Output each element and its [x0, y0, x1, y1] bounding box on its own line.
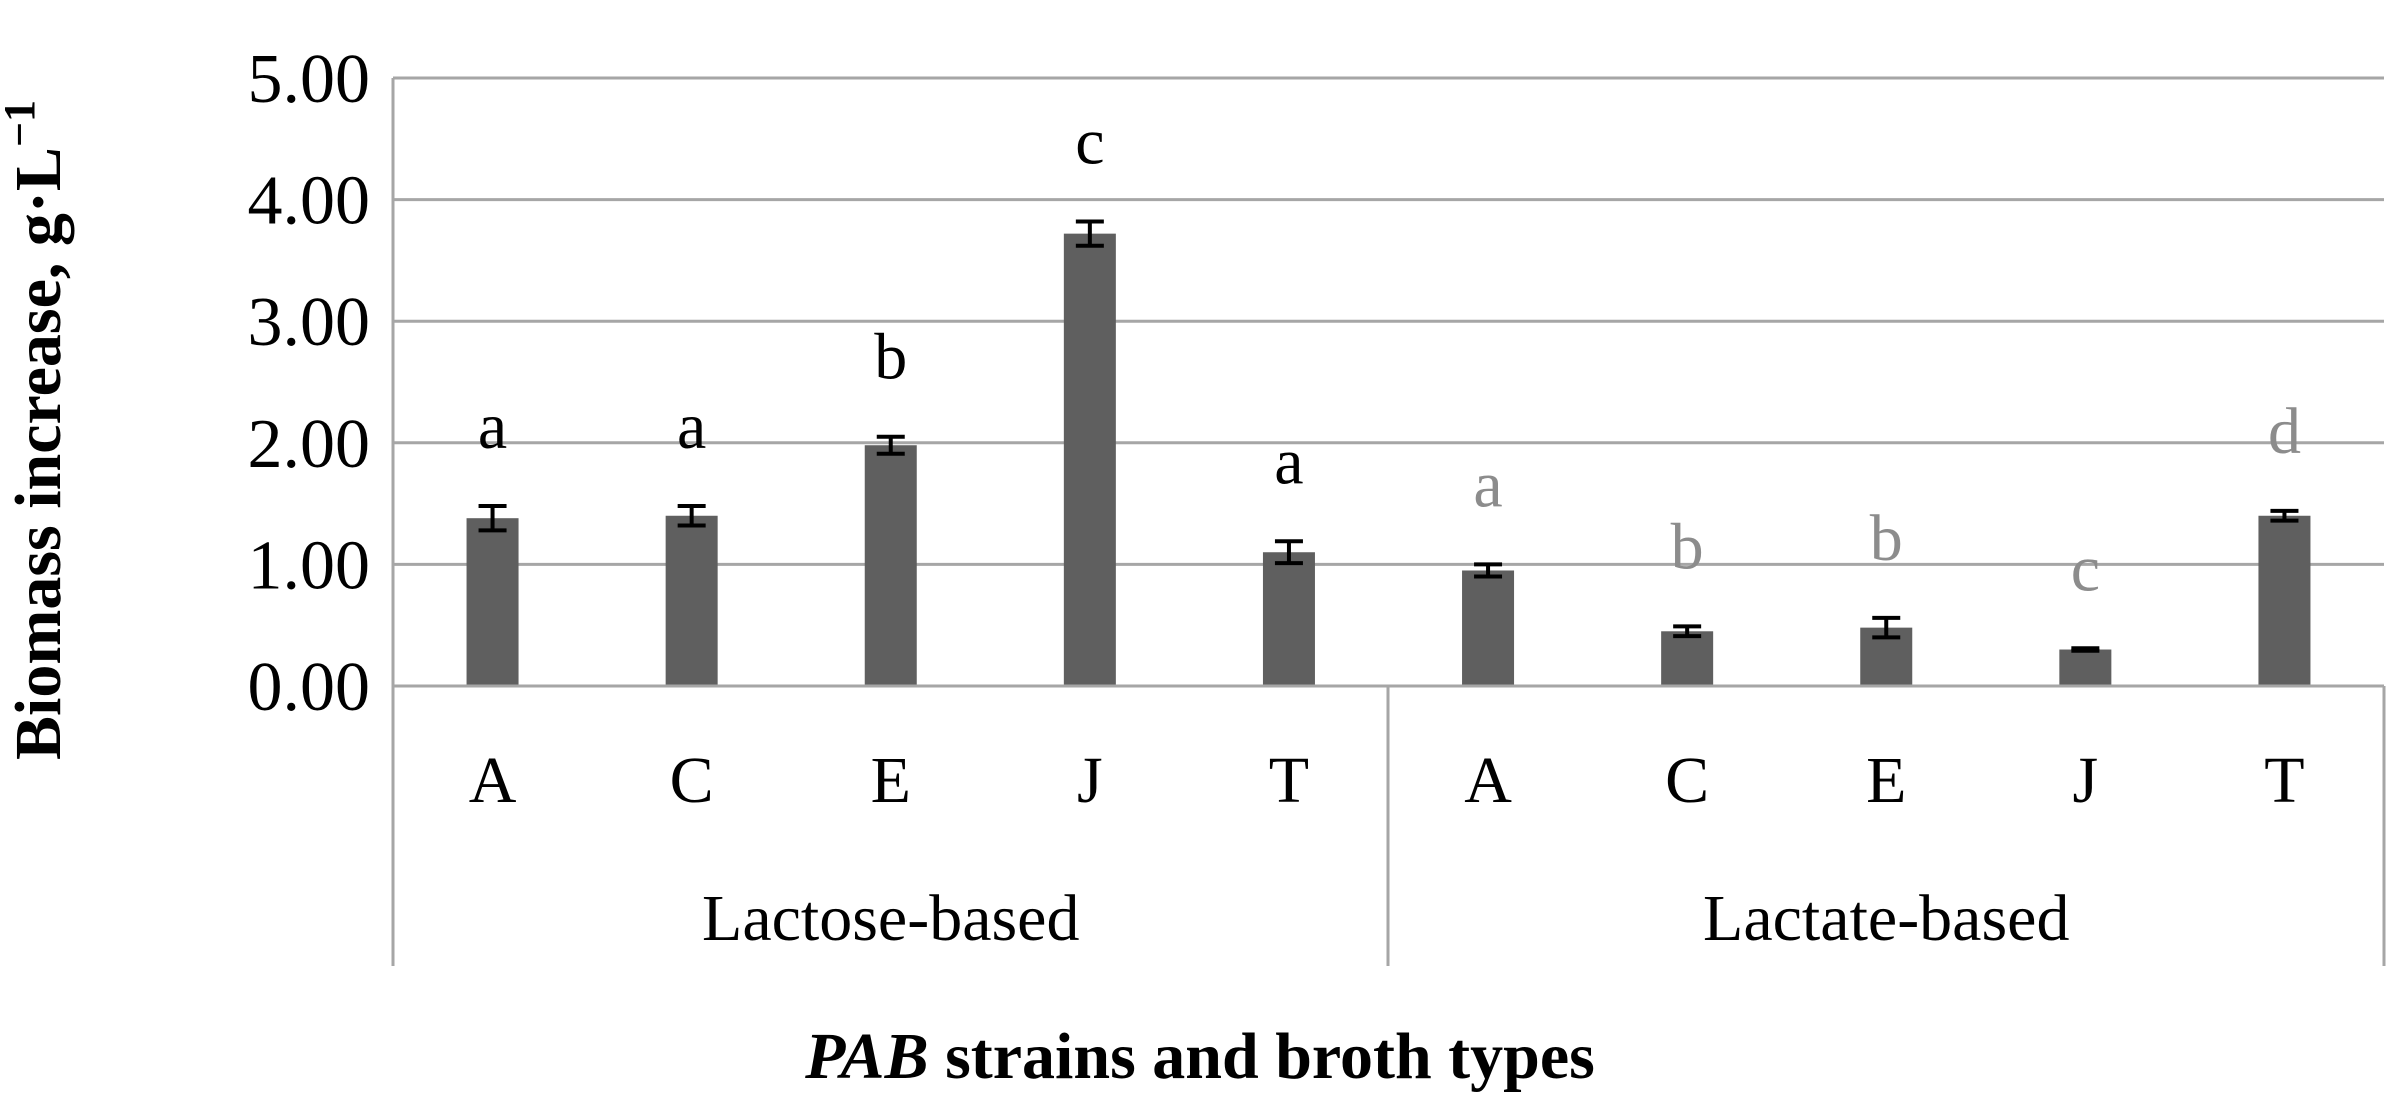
bar — [1462, 570, 1515, 686]
y-tick-label: 3.00 — [248, 284, 371, 361]
x-tick-label: A — [1464, 744, 1512, 817]
label-layer: 0.00 1.00 2.00 3.00 4.00 5.00 Lactose-based Aa C… — [248, 41, 2305, 955]
y-axis-title-superscript: −1 — [0, 100, 44, 147]
axes — [391, 78, 2386, 966]
y-tick-label: 0.00 — [248, 649, 371, 726]
significance-label: b — [1671, 510, 1704, 583]
x-tick-label: J — [2073, 744, 2099, 817]
group-label: Lactose-based — [702, 882, 1079, 955]
x-axis-title-text: strains and broth types — [929, 1020, 1595, 1093]
x-tick-label: T — [2264, 744, 2304, 817]
x-tick-label: E — [1866, 744, 1906, 817]
bar — [1262, 552, 1315, 686]
bar — [466, 518, 519, 686]
x-axis-title-italic: PAB — [804, 1020, 928, 1093]
significance-label: b — [874, 321, 907, 394]
significance-label: d — [2268, 395, 2301, 468]
gridlines — [393, 76, 2384, 566]
bar — [1661, 631, 1714, 686]
x-tick-label: C — [670, 744, 714, 817]
bar — [2258, 515, 2311, 686]
bar — [665, 515, 718, 686]
y-axis-title: Biomass increase, g·L−1 — [0, 100, 75, 760]
significance-label: a — [1274, 425, 1303, 498]
x-tick-label: J — [1077, 744, 1103, 817]
y-tick-label: 1.00 — [248, 527, 371, 604]
significance-label: c — [2071, 532, 2100, 605]
bar — [1063, 233, 1116, 686]
x-axis-title: PAB strains and broth types — [804, 1020, 1595, 1093]
bar — [864, 445, 917, 686]
x-tick-label: T — [1269, 744, 1309, 817]
x-tick-label: E — [871, 744, 911, 817]
y-tick-label: 2.00 — [248, 406, 371, 483]
significance-label: a — [677, 390, 706, 463]
group-label: Lactate-based — [1703, 882, 2069, 955]
x-tick-label: C — [1665, 744, 1709, 817]
x-tick-label: A — [469, 744, 517, 817]
significance-label: b — [1870, 502, 1903, 575]
bar-layer — [466, 219, 2311, 686]
bar — [2059, 649, 2112, 686]
significance-label: c — [1075, 105, 1104, 178]
y-tick-label: 5.00 — [248, 41, 371, 118]
significance-label: a — [1473, 448, 1502, 521]
significance-label: a — [478, 390, 507, 463]
y-axis-title-text: Biomass increase, g·L — [2, 147, 75, 760]
y-tick-label: 4.00 — [248, 163, 371, 240]
